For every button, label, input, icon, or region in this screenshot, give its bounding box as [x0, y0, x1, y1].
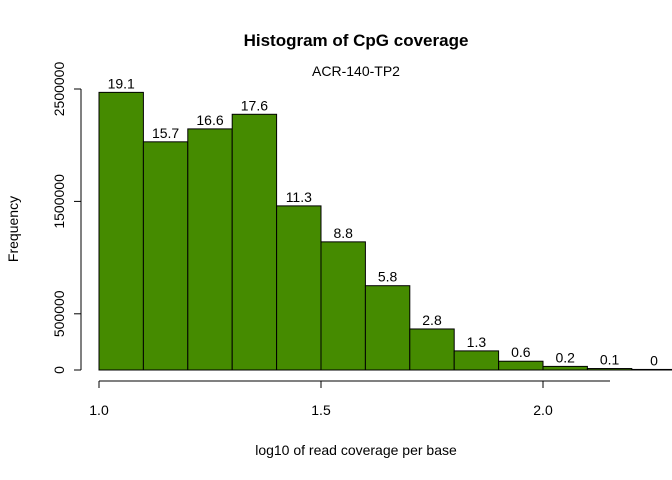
y-tick-label: 500000: [51, 290, 67, 337]
y-tick-label: 2500000: [51, 62, 67, 117]
histogram-bar: [498, 360, 544, 371]
histogram-bar: [320, 241, 366, 371]
bar-value-label: 0.2: [555, 349, 575, 365]
histogram-bar: [409, 328, 455, 371]
y-axis-label: Frequency: [5, 196, 21, 262]
bar-value-label: 1.3: [467, 334, 487, 350]
x-axis: 1.01.52.02.53.0: [89, 380, 610, 418]
y-axis: 0 500000 1500000 2500000: [51, 62, 82, 374]
histogram-bar: [231, 113, 278, 371]
x-tick-label: 1.0: [89, 402, 109, 418]
histogram-bar: [98, 91, 144, 371]
histogram-bar: [187, 128, 233, 371]
histogram-bar: [142, 141, 189, 371]
x-tick-label: 2.0: [533, 402, 553, 418]
bar-value-label: 5.8: [378, 269, 398, 285]
y-tick-label: 1500000: [51, 174, 67, 229]
bars-group: [98, 91, 672, 371]
bar-value-label: 17.6: [241, 97, 268, 113]
bar-value-label: 0.1: [600, 352, 620, 368]
x-tick-label: 1.5: [311, 402, 331, 418]
bar-value-label: 11.3: [286, 189, 312, 205]
histogram-bar: [453, 350, 500, 371]
bar-value-label: 0: [650, 352, 658, 368]
x-axis-label: log10 of read coverage per base: [255, 442, 457, 458]
bar-value-label: 16.6: [196, 112, 223, 128]
histogram-bar: [364, 285, 411, 371]
bar-value-label: 8.8: [333, 225, 353, 241]
bar-value-label: 0.6: [511, 344, 531, 360]
bar-value-label: 19.1: [108, 75, 135, 91]
chart-title: Histogram of CpG coverage: [244, 31, 469, 50]
chart-subtitle: ACR-140-TP2: [312, 63, 400, 79]
y-tick-label: 0: [51, 366, 67, 374]
bar-value-label: 2.8: [422, 312, 442, 328]
bar-value-label: 15.7: [152, 125, 179, 141]
histogram-bar: [586, 368, 633, 371]
histogram-bar: [276, 205, 322, 371]
histogram-bar: [631, 368, 672, 371]
bar-labels-group: 19.1 15.7 16.6 17.6 11.3 8.8 5.8 2.8 1.3 0.6 0.2 0.…: [108, 75, 659, 368]
histogram-bar: [542, 365, 588, 371]
